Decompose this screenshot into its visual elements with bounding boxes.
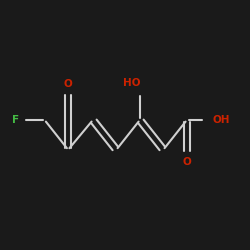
Text: HO: HO — [123, 78, 141, 88]
Text: OH: OH — [213, 115, 230, 125]
Text: O: O — [64, 79, 72, 89]
Text: F: F — [12, 115, 19, 125]
Text: O: O — [182, 157, 191, 167]
